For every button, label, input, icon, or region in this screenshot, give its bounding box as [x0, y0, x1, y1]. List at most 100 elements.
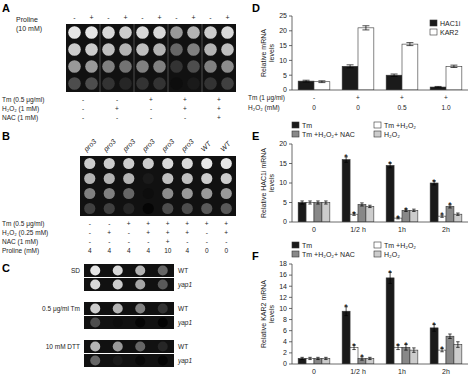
row-label: 0.5 μg/ml Tm	[42, 305, 80, 313]
y-tick-label: 0	[283, 86, 287, 93]
spot	[68, 77, 81, 90]
legend: HAC1iKAR2	[430, 20, 461, 36]
condition-value: +	[149, 96, 153, 103]
y-tick	[289, 364, 292, 365]
y-tick-label: 4	[283, 338, 287, 345]
column-label: WT	[219, 140, 232, 153]
spot	[85, 43, 98, 56]
condition-value: -	[206, 238, 208, 245]
condition-value: +	[183, 96, 187, 103]
legend-label: Tm	[302, 122, 312, 129]
y-axis-label: Relative KAR2 mRNAlevels	[260, 280, 275, 348]
panel-label: E	[252, 130, 259, 142]
bar	[386, 75, 402, 90]
error-bar	[448, 334, 451, 338]
condition-value: +	[444, 94, 448, 101]
spot	[84, 158, 95, 169]
legend-label: Tm +H₂O₂+ NAC	[302, 131, 355, 138]
condition-value: 0	[205, 247, 209, 254]
column-label: +	[123, 14, 127, 21]
spot	[158, 342, 168, 352]
column-label: -	[73, 14, 76, 21]
significance: *	[432, 177, 436, 187]
column-label: pro3	[140, 138, 156, 154]
spot	[119, 43, 132, 56]
condition-value: -	[128, 229, 130, 236]
spot	[85, 26, 98, 39]
separator	[100, 24, 101, 92]
legend-label: Tm +H₂O₂+ NAC	[302, 251, 355, 258]
strain-label: yap1	[177, 357, 192, 365]
panel-label: D	[252, 2, 260, 14]
y-tick	[289, 297, 292, 298]
legend-swatch	[292, 122, 299, 128]
y-tick	[289, 183, 292, 184]
spot	[136, 26, 149, 39]
spot	[113, 356, 123, 366]
legend-label: Tm +H₂O₂	[384, 242, 416, 249]
bar-panel: 0510152025Relative mRNAlevelsTm (1 μg/ml…	[248, 12, 468, 112]
condition-value: 0	[224, 247, 228, 254]
condition-value: +	[115, 105, 119, 112]
figure: Proline(10 mM)-+-+-+-+-+Tm (0.5 μg/ml)--…	[0, 0, 474, 386]
bar	[402, 44, 418, 90]
significance: *	[440, 210, 444, 220]
condition-value: -	[108, 238, 110, 245]
y-tick-label: 20	[279, 27, 287, 34]
condition-value: +	[356, 94, 360, 101]
error-bar	[412, 209, 415, 211]
significance: *	[388, 268, 392, 278]
spot	[221, 188, 232, 199]
spot	[153, 43, 166, 56]
condition-value: -	[225, 238, 227, 245]
legend-swatch	[430, 20, 437, 26]
spot	[170, 77, 183, 90]
y-tick	[289, 341, 292, 342]
error-bar	[406, 43, 413, 46]
panel-label: C	[2, 262, 10, 274]
y-tick-label: 18	[279, 260, 287, 267]
y-tick	[289, 330, 292, 331]
y-tick-label: 15	[279, 160, 287, 167]
spot	[187, 77, 200, 90]
spot	[135, 318, 145, 328]
y-axis-label: Relative mRNAlevels	[260, 29, 275, 77]
condition-value: +	[185, 220, 189, 227]
column-label: -	[141, 14, 144, 21]
bar	[342, 66, 358, 90]
spot	[90, 318, 100, 328]
x-axis	[292, 90, 468, 91]
y-tick-label: 14	[279, 283, 287, 290]
significance: *	[440, 344, 444, 354]
strain-label: WT	[178, 343, 188, 350]
spot	[201, 158, 212, 169]
column-label: -	[175, 14, 178, 21]
bar	[366, 206, 374, 222]
bar	[446, 336, 454, 364]
condition-value: -	[116, 114, 118, 121]
condition-value: +	[166, 229, 170, 236]
significance: *	[448, 200, 452, 210]
spot	[104, 188, 115, 199]
panel-label: F	[252, 250, 259, 262]
marks	[298, 26, 462, 90]
spot-background	[66, 24, 236, 92]
y-tick	[289, 308, 292, 309]
condition-value: +	[166, 238, 170, 245]
y-tick	[289, 202, 292, 203]
bar	[298, 81, 314, 90]
spot	[204, 77, 217, 90]
spot	[119, 77, 132, 90]
condition-value: -	[116, 96, 118, 103]
condition-label: H₂O₂ (mM)	[248, 104, 280, 112]
significance: *	[404, 205, 408, 215]
error-bar	[368, 357, 371, 359]
error-bar	[308, 357, 311, 359]
spot	[170, 60, 183, 73]
y-tick	[289, 75, 292, 76]
legend-swatch	[374, 131, 381, 137]
spot	[113, 266, 123, 276]
spot	[143, 203, 154, 214]
bar	[386, 278, 394, 364]
condition-value: 4	[185, 247, 189, 254]
